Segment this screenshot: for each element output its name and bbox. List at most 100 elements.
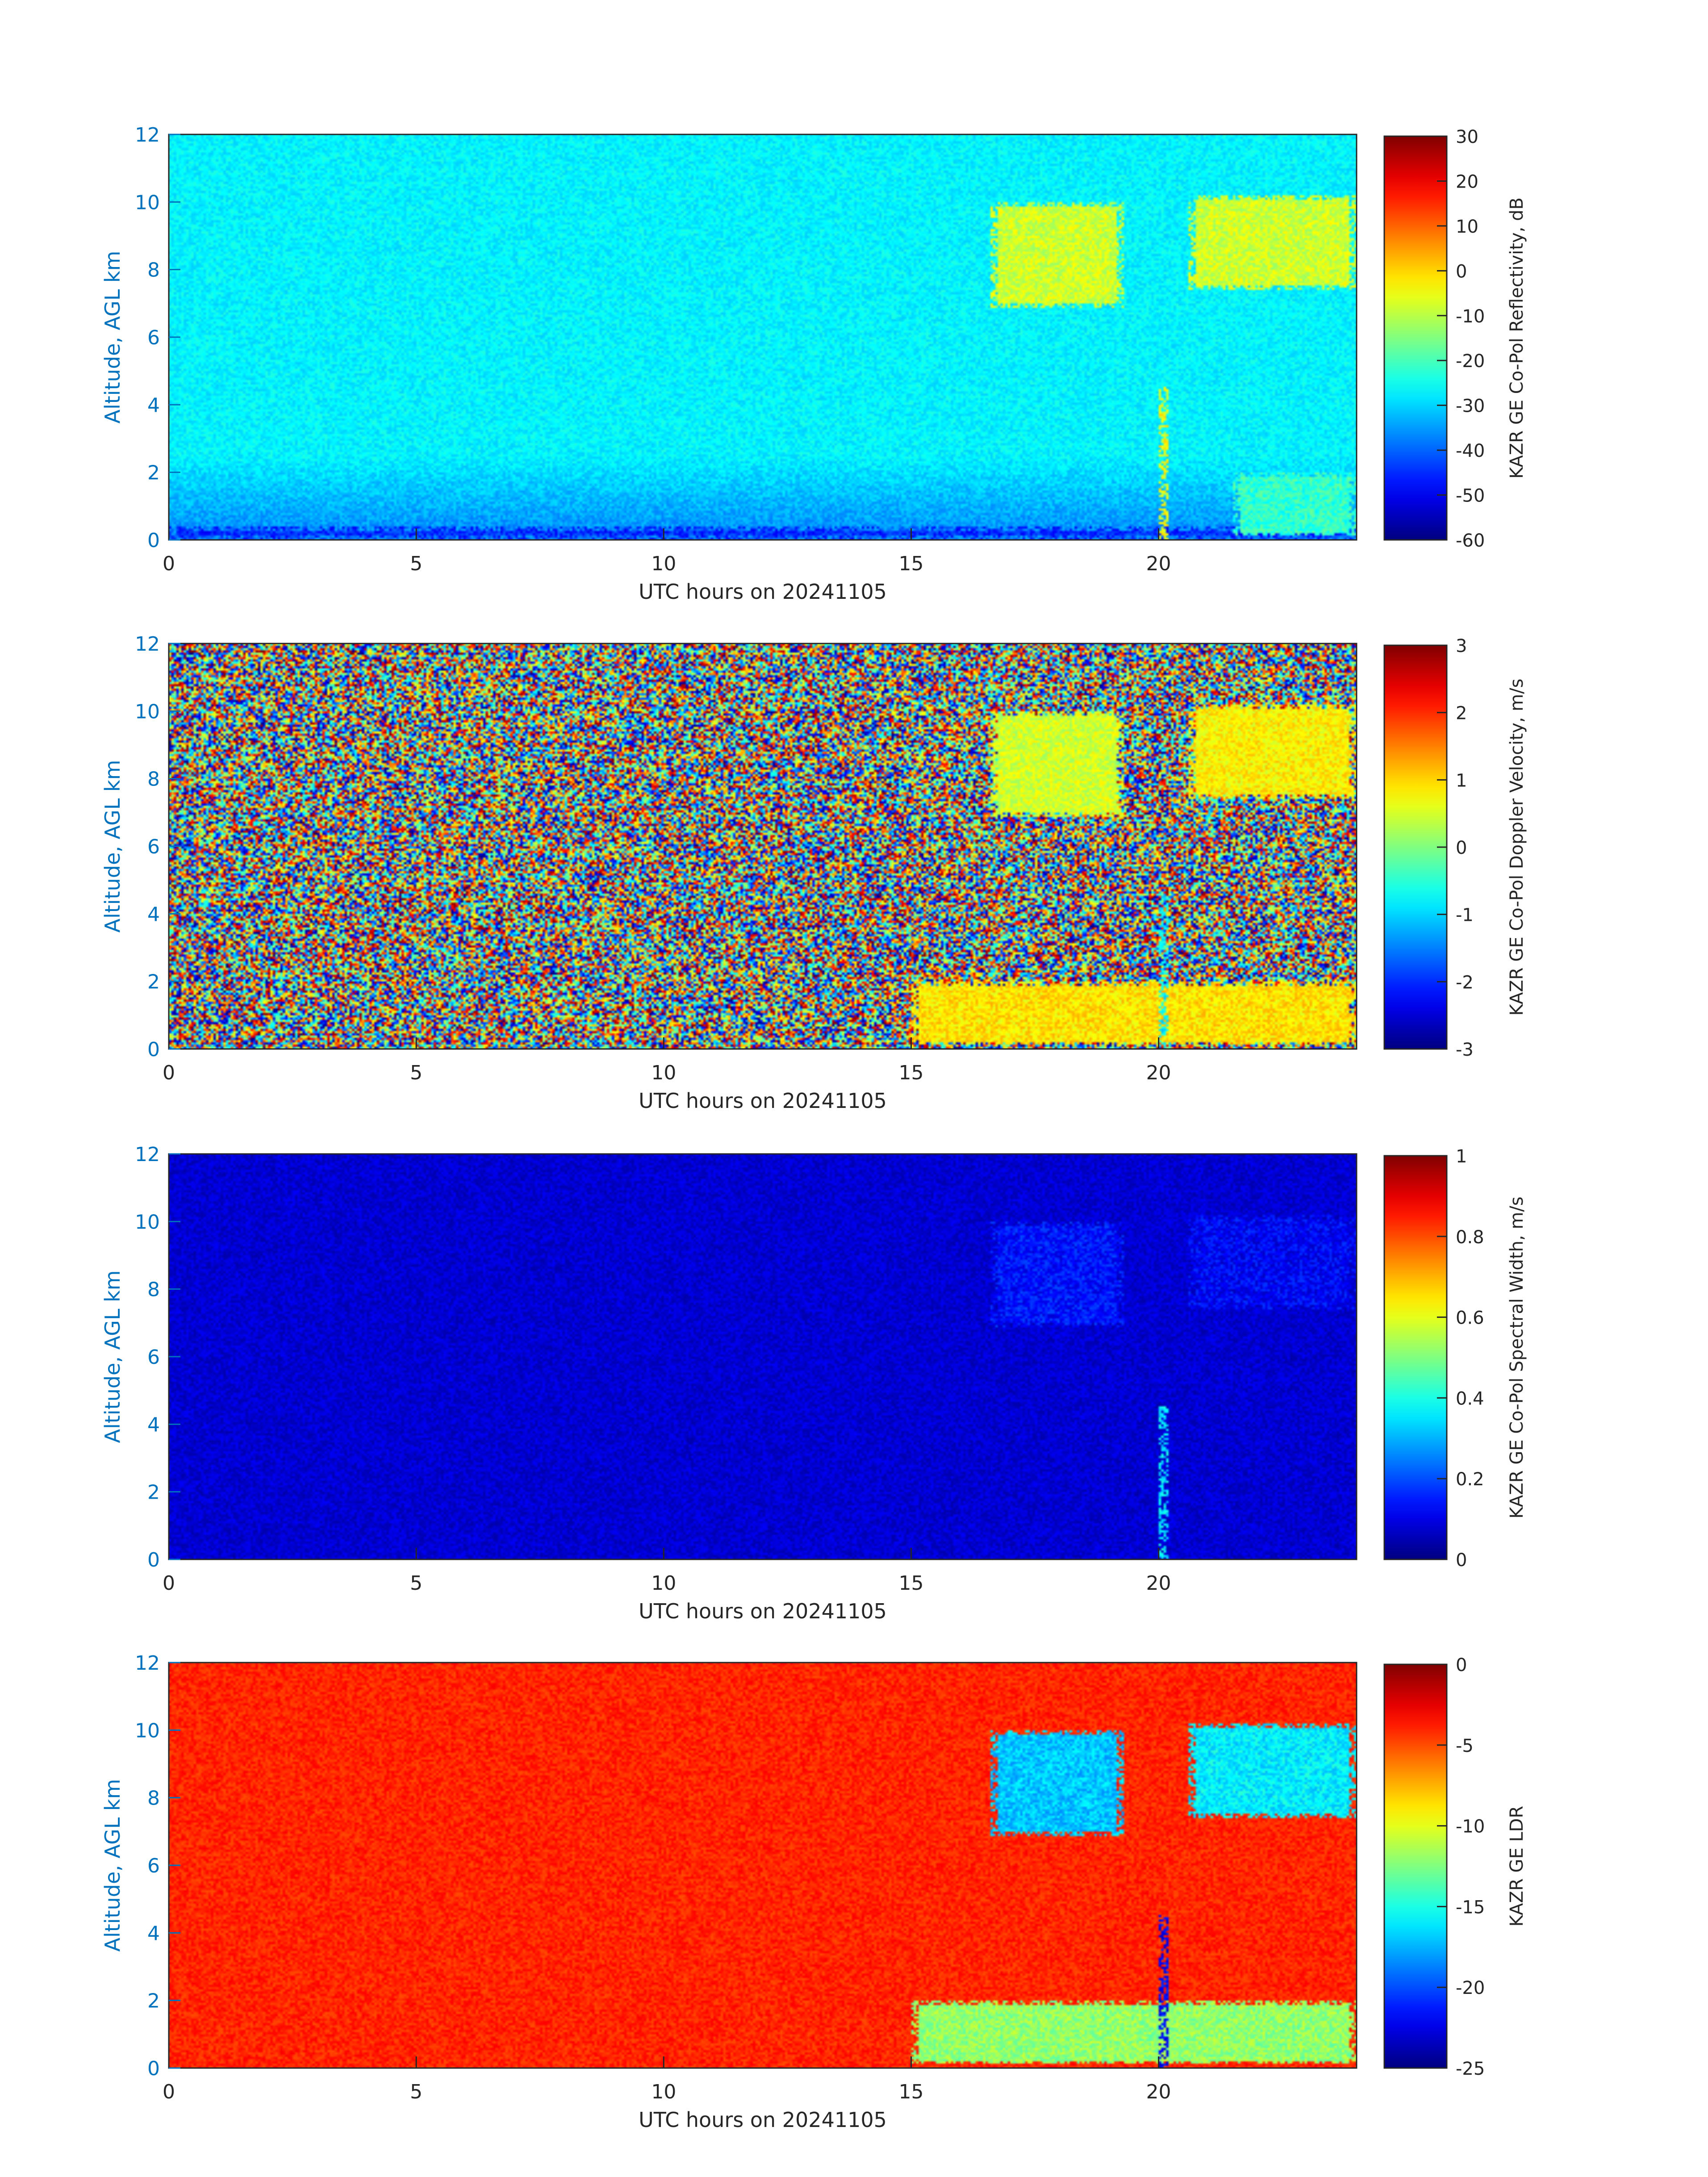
y-axis-label: Altitude, AGL km — [100, 760, 125, 932]
colorbar-tick-label: 30 — [1456, 127, 1478, 147]
colorbar-tick-label: 20 — [1456, 171, 1478, 192]
colorbar-tick-label: -50 — [1456, 486, 1485, 506]
y-tick-label: 10 — [135, 700, 160, 723]
x-tick-label: 10 — [651, 552, 676, 575]
x-tick-label: 15 — [899, 1061, 924, 1084]
y-tick-label: 12 — [135, 1652, 160, 1675]
colorbar-label: KAZR GE LDR — [1507, 1806, 1527, 1927]
colorbar-tick-label: 2 — [1456, 703, 1467, 724]
x-tick-label: 5 — [410, 552, 422, 575]
x-tick-label: 20 — [1146, 2081, 1171, 2103]
panel-1: 0 5 10 15 20 0 2 4 6 8 10 12 UTC hours on 20241105 Al… — [100, 124, 1527, 604]
y-tick-label: 12 — [135, 124, 160, 146]
colorbar-tick-label: -2 — [1456, 972, 1474, 993]
y-tick-label: 12 — [135, 633, 160, 656]
y-tick-label: 4 — [147, 394, 160, 417]
y-tick-label: 10 — [135, 1211, 160, 1233]
colorbar-tick-label: 0 — [1456, 261, 1467, 282]
x-axis-label: UTC hours on 20241105 — [639, 1599, 887, 1623]
colorbar-tick-label: -10 — [1456, 306, 1485, 327]
colorbar-tick-label: -60 — [1456, 531, 1485, 551]
y-axis-label: Altitude, AGL km — [100, 251, 125, 423]
colorbar-tick-label: 1 — [1456, 1146, 1467, 1167]
x-tick-label: 0 — [163, 552, 175, 575]
colorbar-frame — [1383, 1155, 1448, 1560]
colorbar-frame — [1383, 1663, 1448, 2069]
x-tick-label: 10 — [651, 1061, 676, 1084]
y-tick-label: 8 — [147, 768, 160, 791]
panel-4: 0 5 10 15 20 0 2 4 6 8 10 12 UTC hours on 20241105 Al… — [100, 1652, 1527, 2132]
y-tick-label: 4 — [147, 903, 160, 926]
colorbar — [1384, 645, 1447, 1049]
y-tick-label: 4 — [147, 1922, 160, 1945]
x-tick-label: 0 — [163, 2081, 175, 2103]
y-tick-label: 8 — [147, 1279, 160, 1301]
colorbar-tick-label: -30 — [1456, 396, 1485, 417]
x-tick-label: 5 — [410, 1572, 422, 1595]
colorbar — [1384, 1156, 1447, 1559]
x-tick-label: 10 — [651, 1572, 676, 1595]
x-tick-label: 0 — [163, 1572, 175, 1595]
y-tick-label: 6 — [147, 1855, 160, 1877]
colorbar-tick-label: -20 — [1456, 351, 1485, 372]
colorbar-tick-label: -25 — [1456, 2059, 1485, 2079]
colorbar-tick-label: -3 — [1456, 1040, 1474, 1060]
colorbar-label: KAZR GE Co-Pol Spectral Width, m/s — [1507, 1196, 1527, 1518]
colorbar-tick-label: -5 — [1456, 1736, 1474, 1756]
y-tick-label: 2 — [147, 1990, 160, 2013]
x-axis-label: UTC hours on 20241105 — [639, 580, 887, 604]
y-tick-label: 6 — [147, 326, 160, 349]
colorbar-tick-label: -20 — [1456, 1978, 1485, 1998]
colorbar-tick-label: 0.4 — [1456, 1388, 1484, 1409]
colorbar-tick-label: -10 — [1456, 1817, 1485, 1837]
colorbar-tick-label: 0.2 — [1456, 1469, 1484, 1490]
x-tick-label: 20 — [1146, 552, 1171, 575]
y-tick-label: 2 — [147, 1481, 160, 1504]
x-tick-label: 10 — [651, 2081, 676, 2103]
colorbar-tick-label: -15 — [1456, 1897, 1485, 1918]
y-tick-label: 0 — [147, 1549, 160, 1571]
x-tick-label: 5 — [410, 1061, 422, 1084]
y-tick-label: 6 — [147, 836, 160, 858]
y-tick-label: 4 — [147, 1413, 160, 1436]
y-tick-label: 6 — [147, 1346, 160, 1369]
heatmap-image — [169, 1663, 1357, 2068]
colorbar — [1384, 136, 1447, 540]
x-tick-label: 15 — [899, 552, 924, 575]
y-tick-label: 8 — [147, 259, 160, 282]
colorbar-tick-label: 0.6 — [1456, 1308, 1484, 1329]
colorbar-tick-label: 10 — [1456, 217, 1478, 237]
x-axis-label: UTC hours on 20241105 — [639, 2108, 887, 2132]
colorbar-tick-label: 0 — [1456, 1655, 1467, 1676]
colorbar-tick-label: 0.8 — [1456, 1227, 1484, 1248]
colorbar — [1384, 1664, 1447, 2068]
colorbar-tick-label: -1 — [1456, 905, 1474, 926]
y-tick-label: 10 — [135, 191, 160, 214]
y-tick-label: 2 — [147, 462, 160, 485]
y-axis-label: Altitude, AGL km — [100, 1270, 125, 1443]
heatmap-image — [169, 134, 1357, 540]
colorbar-label: KAZR GE Co-Pol Reflectivity, dB — [1507, 197, 1527, 479]
colorbar-tick-label: 0 — [1456, 838, 1467, 858]
colorbar-tick-label: -40 — [1456, 441, 1485, 461]
colorbar-frame — [1383, 135, 1448, 541]
y-tick-label: 12 — [135, 1143, 160, 1166]
heatmap-image — [169, 643, 1357, 1049]
y-tick-label: 0 — [147, 529, 160, 552]
y-tick-label: 8 — [147, 1787, 160, 1810]
colorbar-tick-label: 3 — [1456, 636, 1467, 656]
x-tick-label: 15 — [899, 1572, 924, 1595]
x-tick-label: 20 — [1146, 1061, 1171, 1084]
x-tick-label: 15 — [899, 2081, 924, 2103]
y-tick-label: 0 — [147, 2057, 160, 2080]
colorbar-tick-label: 1 — [1456, 770, 1467, 791]
x-tick-label: 0 — [163, 1061, 175, 1084]
y-tick-label: 2 — [147, 971, 160, 994]
y-tick-label: 0 — [147, 1038, 160, 1061]
colorbar-label: KAZR GE Co-Pol Doppler Velocity, m/s — [1507, 679, 1527, 1016]
x-tick-label: 5 — [410, 2081, 422, 2103]
y-axis-label: Altitude, AGL km — [100, 1779, 125, 1951]
